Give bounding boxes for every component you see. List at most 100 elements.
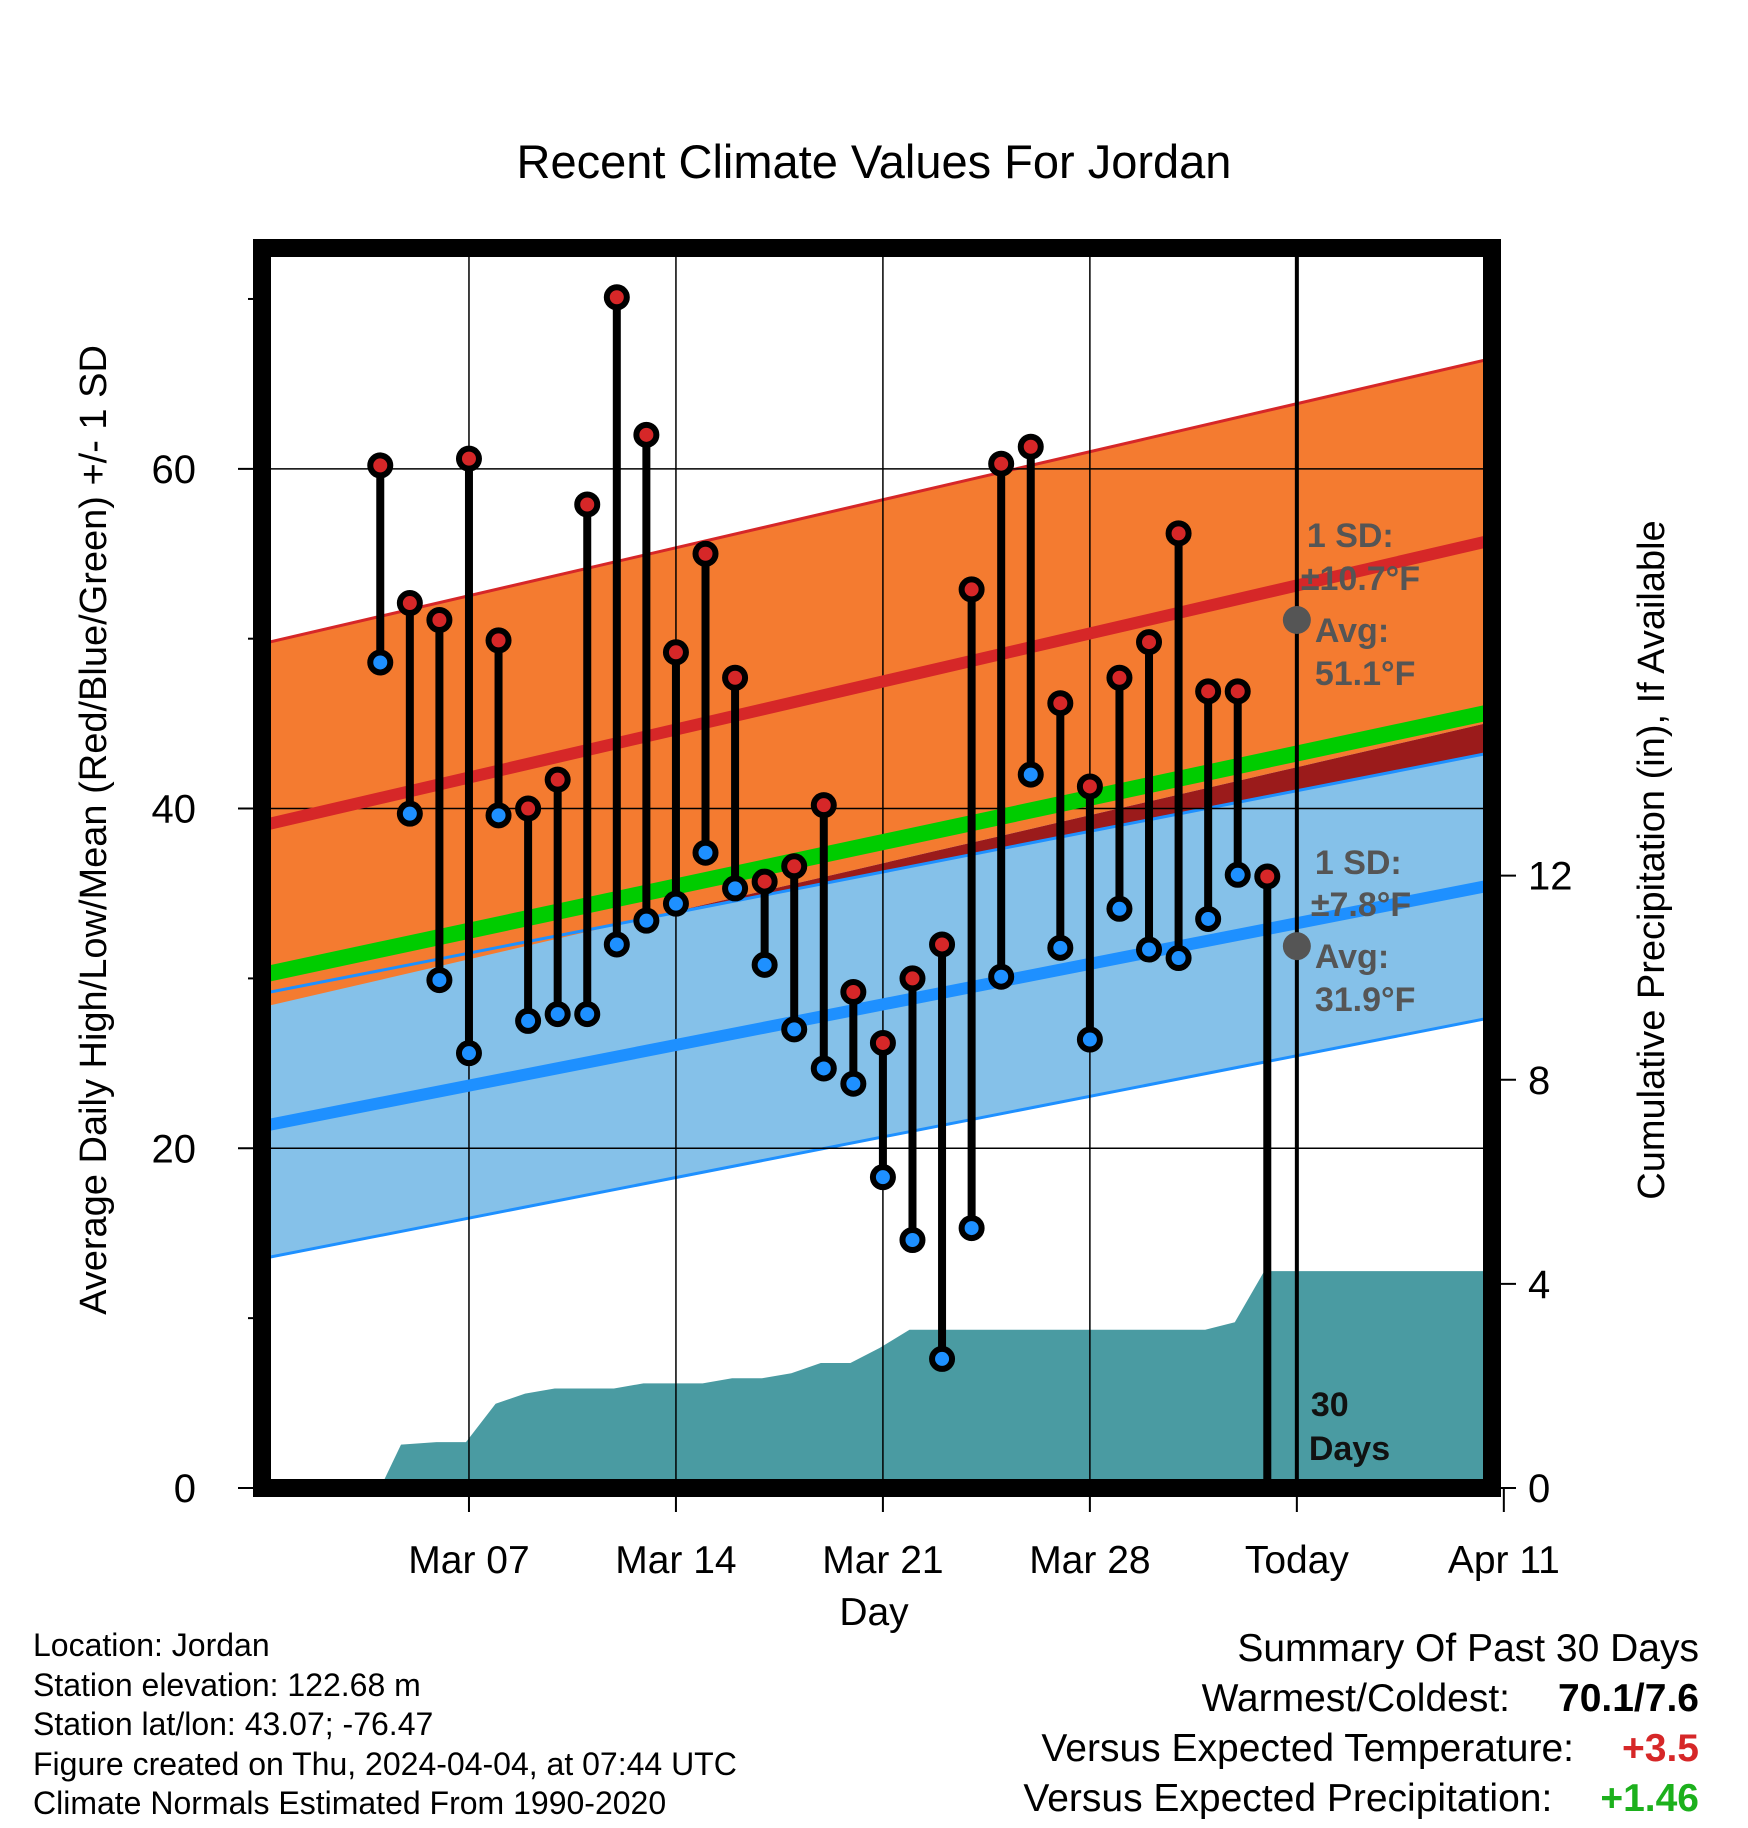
period-label-top: 30 [1311,1386,1349,1424]
chart-title: Recent Climate Values For Jordan [517,135,1232,188]
y2-tick-label: 12 [1528,855,1573,899]
daily-high-marker [515,795,542,822]
normals-text: Climate Normals Estimated From 1990-2020 [33,1785,667,1821]
x-tick-label: Mar 21 [822,1539,943,1582]
daily-high-marker [929,931,956,958]
daily-high-marker [485,627,512,654]
precip-area [380,1271,1492,1488]
today-low-avg-dot [1282,932,1311,961]
y-axis-label: Average Daily High/Low/Mean (Red/Blue/Gr… [73,345,115,1315]
daily-low-marker [455,1040,482,1067]
daily-low-marker [958,1215,985,1242]
summary-temp-row: Versus Expected Temperature: +3.5 [1023,1724,1699,1774]
daily-low-marker [751,951,778,978]
daily-low-marker [544,1001,571,1028]
daily-low-marker [1017,761,1044,788]
daily-low-marker [367,649,394,676]
daily-high-marker [1254,863,1281,890]
period-label-bottom: Days [1309,1430,1390,1468]
plot-area: 1 SD: ±10.7°F Avg: 51.1°F 1 SD: ±7.8°F Avg: 31.… [152,239,1573,1582]
daily-low-marker [1106,895,1133,922]
location-text: Location: Jordan [33,1627,270,1663]
daily-low-marker [1195,905,1222,932]
high-sd-label: 1 SD: [1307,517,1394,555]
daily-low-marker [899,1227,926,1253]
y2-tick-label: 4 [1528,1263,1550,1307]
y-tick-label: 20 [152,1127,197,1171]
daily-high-marker [781,853,808,880]
x-tick-label: Mar 28 [1029,1539,1150,1582]
normal-low-line [262,879,1492,1133]
daily-high-marker [1224,678,1251,705]
plot-inner: 1 SD: ±10.7°F Avg: 51.1°F 1 SD: ±7.8°F Avg: 31.… [262,248,1492,1488]
summary-title: Summary Of Past 30 Days [1237,1627,1699,1670]
daily-high-marker [1017,433,1044,460]
daily-low-marker [396,800,423,827]
daily-low-marker [692,839,719,866]
plot-frame [253,239,1501,1497]
y2-tick-label: 0 [1528,1467,1550,1511]
x-tick-label: Mar 14 [615,1539,736,1582]
temp-value: +3.5 [1622,1727,1699,1770]
daily-low-marker [840,1070,867,1097]
x-tick-label: Mar 07 [408,1539,529,1582]
high-sd-value: ±10.7°F [1301,560,1420,598]
daily-high-marker [988,450,1015,477]
daily-low-marker [781,1016,808,1043]
y-tick-label: 40 [152,788,197,832]
daily-low-marker [988,963,1015,990]
station-info: Location: Jordan Station elevation: 122.… [33,1626,737,1824]
precip-value: +1.46 [1600,1777,1699,1820]
low-avg-value: 31.9°F [1315,981,1416,1019]
low-sd-value: ±7.8°F [1311,886,1411,924]
y-tick-label: 60 [152,448,197,492]
daily-high-marker [396,590,423,617]
low-band-lower-edge [262,1016,1492,1261]
daily-low-marker [929,1345,956,1372]
daily-high-marker [692,540,719,567]
daily-low-marker [574,1001,601,1028]
daily-high-marker [1136,629,1163,656]
daily-low-marker [515,1007,542,1034]
daily-high-marker [751,868,778,895]
today-high-avg-dot [1282,606,1311,634]
y2-axis-label: Cumulative Precipitation (in), If Availa… [1631,520,1673,1199]
elevation-text: Station elevation: 122.68 m [33,1666,421,1703]
summary-panel: Summary Of Past 30 Days Warmest/Coldest:… [1023,1624,1699,1824]
daily-low-marker [426,967,453,994]
daily-high-marker [1047,690,1074,717]
daily-high-marker [574,491,601,518]
high-avg-label: Avg: [1315,612,1389,650]
created-text: Figure created on Thu, 2024-04-04, at 07… [33,1745,737,1782]
daily-high-marker [367,452,394,479]
high-avg-value: 51.1°F [1315,655,1416,693]
daily-high-marker [544,766,571,793]
daily-low-marker [485,802,512,829]
daily-low-marker [1076,1026,1103,1053]
daily-high-marker [840,979,867,1005]
summary-precip-row: Versus Expected Precipitation: +1.46 [1023,1774,1699,1824]
summary-warmest-row: Warmest/Coldest: 70.1/7.6 [1023,1674,1699,1724]
daily-high-marker [1195,678,1222,705]
daily-low-marker [1047,934,1074,961]
daily-low-marker [810,1055,837,1082]
daily-high-marker [722,664,749,691]
low-sd-label: 1 SD: [1315,844,1402,882]
daily-high-marker [1106,664,1133,691]
daily-high-marker [662,639,689,666]
daily-low-marker [869,1164,896,1191]
daily-high-marker [426,607,453,633]
daily-low-marker [603,931,630,958]
daily-low-marker [633,907,660,934]
warmest-label: Warmest/Coldest: [1201,1677,1511,1720]
daily-low-marker [1224,861,1251,888]
low-avg-label: Avg: [1315,938,1389,976]
latlon-text: Station lat/lon: 43.07; -76.47 [33,1706,434,1742]
daily-high-marker [899,965,926,992]
daily-low-marker [662,890,689,917]
daily-high-marker [869,1029,896,1056]
x-tick-label: Today [1245,1539,1350,1582]
y2-tick-label: 8 [1528,1059,1550,1103]
daily-low-marker [722,875,749,902]
